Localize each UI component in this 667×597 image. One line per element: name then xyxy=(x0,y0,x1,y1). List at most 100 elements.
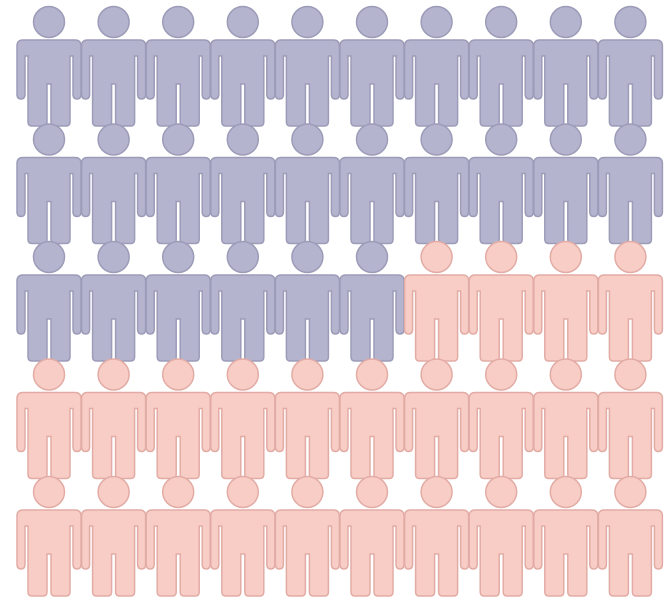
person-icon xyxy=(16,5,82,127)
person-head xyxy=(549,475,583,509)
person-body xyxy=(80,274,147,362)
person-head xyxy=(161,5,195,39)
person-icon xyxy=(339,5,405,127)
person-body xyxy=(468,39,534,127)
person-head xyxy=(161,358,195,391)
person-head xyxy=(97,475,130,509)
person-icon xyxy=(403,5,470,127)
person-head xyxy=(226,5,260,39)
person-icon xyxy=(210,475,276,597)
person-head xyxy=(161,475,195,509)
person-icon xyxy=(80,123,147,245)
person-icon xyxy=(210,358,276,480)
person-body xyxy=(533,156,599,245)
person-head xyxy=(226,475,260,509)
person-body xyxy=(403,156,470,245)
person-icon xyxy=(145,358,211,480)
person-icon xyxy=(210,5,276,127)
person-head xyxy=(549,123,583,156)
person-body xyxy=(16,391,82,480)
person-head xyxy=(484,123,518,156)
person-icon xyxy=(274,5,341,127)
person-head xyxy=(355,5,389,39)
person-body xyxy=(403,509,470,597)
person-head xyxy=(484,5,518,39)
person-body xyxy=(145,509,211,597)
person-body xyxy=(403,391,470,480)
person-body xyxy=(210,509,276,597)
person-head xyxy=(420,123,453,156)
person-icon xyxy=(16,475,82,597)
person-head xyxy=(97,358,130,391)
person-head xyxy=(97,5,130,39)
person-head xyxy=(97,240,130,274)
person-body xyxy=(274,391,341,480)
person-icon xyxy=(468,475,534,597)
person-icon xyxy=(468,123,534,245)
person-body xyxy=(16,509,82,597)
person-head xyxy=(484,475,518,509)
person-body xyxy=(597,274,664,362)
person-icon xyxy=(274,123,341,245)
person-body xyxy=(339,391,405,480)
person-head xyxy=(32,358,66,391)
person-icon xyxy=(339,123,405,245)
person-head xyxy=(549,5,583,39)
person-icon xyxy=(597,123,664,245)
person-body xyxy=(210,156,276,245)
person-body xyxy=(274,274,341,362)
person-icon xyxy=(533,123,599,245)
person-body xyxy=(145,39,211,127)
person-head xyxy=(32,240,66,274)
person-head xyxy=(420,5,453,39)
person-body xyxy=(145,156,211,245)
person-icon xyxy=(80,475,147,597)
person-body xyxy=(468,391,534,480)
person-body xyxy=(210,39,276,127)
person-body xyxy=(533,391,599,480)
person-icon xyxy=(80,5,147,127)
person-head xyxy=(32,123,66,156)
person-body xyxy=(16,39,82,127)
person-body xyxy=(145,274,211,362)
person-icon xyxy=(274,358,341,480)
person-body xyxy=(274,156,341,245)
person-head xyxy=(32,475,66,509)
person-body xyxy=(80,391,147,480)
person-body xyxy=(145,391,211,480)
person-body xyxy=(210,274,276,362)
person-head xyxy=(549,358,583,391)
person-icon xyxy=(403,358,470,480)
person-icon xyxy=(210,240,276,362)
person-head xyxy=(355,475,389,509)
person-head xyxy=(291,240,324,274)
person-head xyxy=(549,240,583,274)
person-head xyxy=(291,358,324,391)
person-icon xyxy=(80,358,147,480)
person-head xyxy=(226,358,260,391)
person-head xyxy=(355,358,389,391)
person-head xyxy=(32,5,66,39)
person-icon xyxy=(597,358,664,480)
person-icon xyxy=(468,240,534,362)
person-head xyxy=(484,240,518,274)
person-icon xyxy=(339,475,405,597)
person-body xyxy=(339,274,405,362)
person-icon xyxy=(339,358,405,480)
person-head xyxy=(226,240,260,274)
person-icon xyxy=(533,5,599,127)
person-head xyxy=(484,358,518,391)
person-body xyxy=(468,156,534,245)
person-head xyxy=(614,5,647,39)
person-body xyxy=(468,274,534,362)
person-head xyxy=(355,123,389,156)
person-head xyxy=(291,123,324,156)
person-body xyxy=(80,156,147,245)
person-head xyxy=(614,358,647,391)
person-head xyxy=(291,475,324,509)
person-body xyxy=(16,156,82,245)
person-body xyxy=(597,391,664,480)
person-icon xyxy=(80,240,147,362)
person-head xyxy=(420,475,453,509)
